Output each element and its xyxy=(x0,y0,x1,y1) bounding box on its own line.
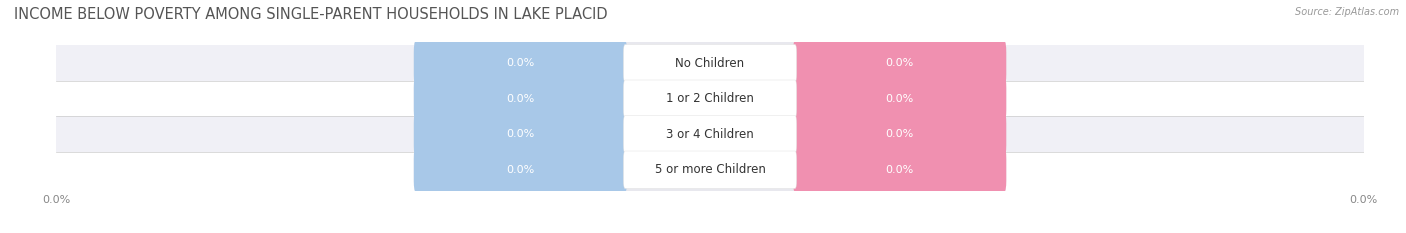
FancyBboxPatch shape xyxy=(413,148,1007,192)
FancyBboxPatch shape xyxy=(793,77,1007,121)
FancyBboxPatch shape xyxy=(623,151,797,188)
Text: 0.0%: 0.0% xyxy=(886,165,914,175)
FancyBboxPatch shape xyxy=(793,112,1007,156)
Text: 0.0%: 0.0% xyxy=(506,165,534,175)
FancyBboxPatch shape xyxy=(413,77,627,121)
FancyBboxPatch shape xyxy=(623,116,797,153)
FancyBboxPatch shape xyxy=(413,77,1007,121)
Text: 0.0%: 0.0% xyxy=(886,94,914,104)
Bar xyxy=(56,81,1364,116)
Text: 0.0%: 0.0% xyxy=(886,58,914,68)
FancyBboxPatch shape xyxy=(623,45,797,82)
Text: 0.0%: 0.0% xyxy=(886,129,914,139)
FancyBboxPatch shape xyxy=(413,148,627,192)
FancyBboxPatch shape xyxy=(793,148,1007,192)
FancyBboxPatch shape xyxy=(413,41,1007,85)
FancyBboxPatch shape xyxy=(413,41,627,85)
FancyBboxPatch shape xyxy=(623,80,797,117)
FancyBboxPatch shape xyxy=(413,112,627,156)
Text: Source: ZipAtlas.com: Source: ZipAtlas.com xyxy=(1295,7,1399,17)
Text: 0.0%: 0.0% xyxy=(506,129,534,139)
Text: INCOME BELOW POVERTY AMONG SINGLE-PARENT HOUSEHOLDS IN LAKE PLACID: INCOME BELOW POVERTY AMONG SINGLE-PARENT… xyxy=(14,7,607,22)
Text: 1 or 2 Children: 1 or 2 Children xyxy=(666,92,754,105)
Bar xyxy=(56,116,1364,152)
Text: No Children: No Children xyxy=(675,57,745,70)
FancyBboxPatch shape xyxy=(413,112,1007,156)
Bar xyxy=(56,45,1364,81)
Text: 5 or more Children: 5 or more Children xyxy=(655,163,765,176)
Text: 3 or 4 Children: 3 or 4 Children xyxy=(666,128,754,141)
Text: 0.0%: 0.0% xyxy=(506,94,534,104)
FancyBboxPatch shape xyxy=(793,41,1007,85)
Text: 0.0%: 0.0% xyxy=(506,58,534,68)
Bar xyxy=(56,152,1364,188)
